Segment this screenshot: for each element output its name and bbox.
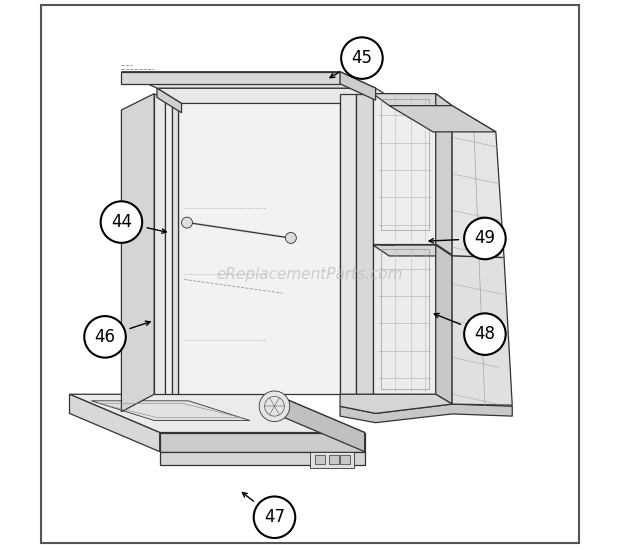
Polygon shape	[356, 94, 373, 394]
Polygon shape	[381, 244, 395, 245]
Circle shape	[285, 232, 296, 243]
Polygon shape	[436, 94, 452, 255]
Polygon shape	[452, 256, 512, 405]
Polygon shape	[122, 72, 376, 88]
Text: 45: 45	[352, 49, 373, 67]
Polygon shape	[310, 452, 354, 468]
Circle shape	[100, 201, 142, 243]
Polygon shape	[316, 455, 326, 464]
Circle shape	[464, 218, 506, 259]
Polygon shape	[373, 245, 436, 394]
Polygon shape	[275, 394, 365, 452]
Polygon shape	[122, 72, 340, 84]
Polygon shape	[160, 432, 365, 452]
Circle shape	[254, 496, 295, 538]
Polygon shape	[178, 94, 340, 394]
Polygon shape	[329, 455, 339, 464]
Polygon shape	[373, 245, 452, 256]
Text: 47: 47	[264, 508, 285, 526]
Polygon shape	[340, 455, 350, 464]
Polygon shape	[389, 106, 496, 132]
Polygon shape	[154, 94, 165, 394]
Polygon shape	[340, 404, 512, 423]
Text: 44: 44	[111, 213, 132, 231]
Text: 49: 49	[474, 230, 495, 248]
Polygon shape	[157, 88, 182, 113]
Circle shape	[259, 391, 290, 421]
Polygon shape	[69, 394, 365, 432]
Polygon shape	[165, 94, 172, 394]
Polygon shape	[340, 94, 356, 394]
Circle shape	[341, 37, 383, 79]
Polygon shape	[69, 394, 160, 452]
Polygon shape	[91, 401, 250, 420]
Polygon shape	[172, 94, 178, 394]
Polygon shape	[373, 94, 436, 244]
Polygon shape	[340, 394, 452, 413]
Polygon shape	[436, 245, 452, 404]
Text: 48: 48	[474, 325, 495, 343]
Polygon shape	[452, 106, 504, 258]
Circle shape	[182, 217, 192, 228]
Polygon shape	[373, 94, 452, 106]
Circle shape	[464, 313, 506, 355]
Polygon shape	[160, 452, 365, 465]
Text: eReplacementParts.com: eReplacementParts.com	[216, 266, 404, 282]
Polygon shape	[122, 94, 154, 412]
Text: 46: 46	[94, 328, 115, 346]
Circle shape	[84, 316, 126, 358]
Polygon shape	[340, 72, 376, 100]
Polygon shape	[157, 88, 400, 104]
